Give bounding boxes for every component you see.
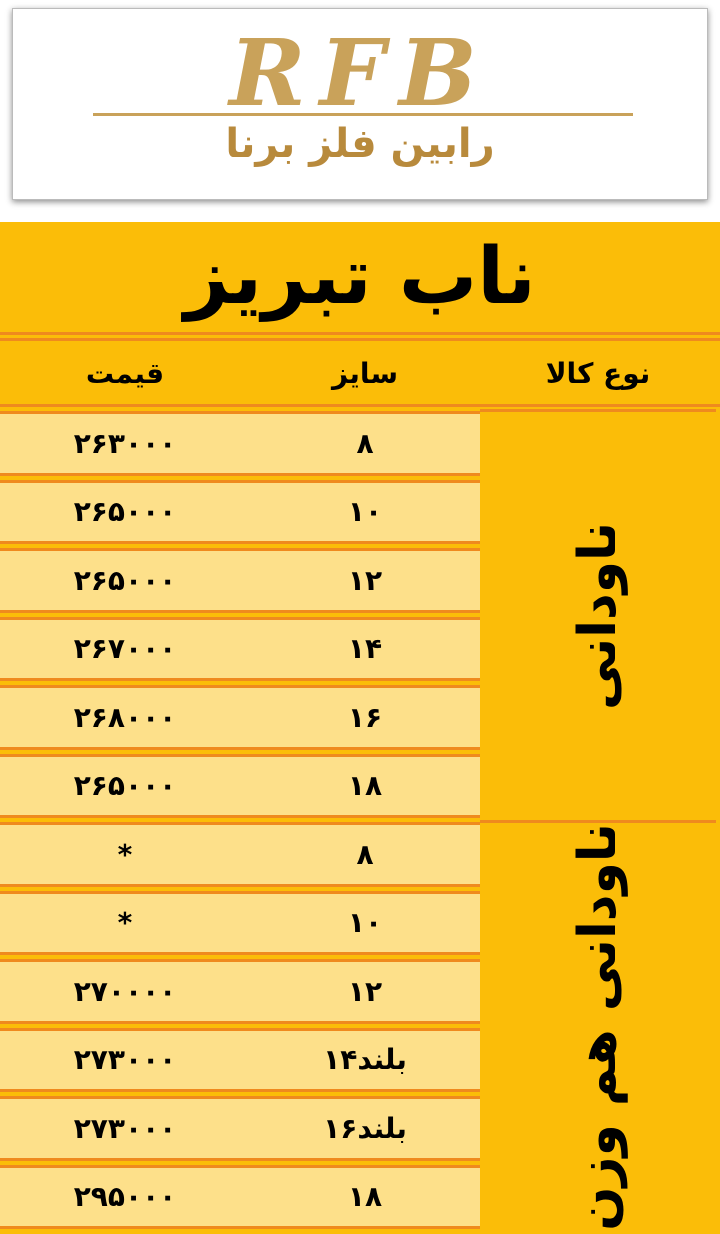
price-cell: ۲۷۰۰۰۰ <box>0 959 250 1024</box>
price-cell: ۲۶۵۰۰۰ <box>0 753 250 818</box>
logo-mark: RFB <box>229 19 491 127</box>
logo-rule <box>93 113 633 116</box>
divider <box>0 404 720 407</box>
group-name: ناودانی <box>568 521 628 711</box>
divider <box>0 338 720 341</box>
size-cell: ۱۸ <box>250 1164 480 1229</box>
price-cell: ۲۶۳۰۰۰ <box>0 411 250 476</box>
price-cell: ۲۷۳۰۰۰ <box>0 1027 250 1092</box>
size-cell: ۸ <box>250 411 480 476</box>
size-cell: ۱۰ <box>250 479 480 544</box>
size-cell: ۱۲ <box>250 959 480 1024</box>
group-name: ناودانی هم وزن <box>568 823 629 1231</box>
price-cell: * <box>0 822 250 887</box>
header: نوع کالا <box>545 356 651 390</box>
group-cell: ناودانی هم وزن <box>480 820 716 1231</box>
size-cell: ۱۲ <box>250 548 480 613</box>
price-cell: ۲۶۵۰۰۰ <box>0 548 250 613</box>
title: ناب تبریز <box>184 232 536 322</box>
size-cell: ۱۶بلند <box>250 1096 480 1161</box>
price-cell: ۲۶۸۰۰۰ <box>0 685 250 750</box>
divider <box>0 332 720 335</box>
size-cell: ۱۶ <box>250 685 480 750</box>
price-cell: ۲۹۵۰۰۰ <box>0 1164 250 1229</box>
header: قیمت <box>85 356 165 390</box>
size-cell: ۱۸ <box>250 753 480 818</box>
price-cell: ۲۶۵۰۰۰ <box>0 479 250 544</box>
size-cell: ۱۴بلند <box>250 1027 480 1092</box>
size-cell: ۸ <box>250 822 480 887</box>
logo-name: رابین فلز برنا <box>225 121 495 167</box>
price-cell: ۲۷۳۰۰۰ <box>0 1096 250 1161</box>
group-cell: ناودانی <box>480 409 716 820</box>
size-cell: ۱۴ <box>250 616 480 681</box>
logo: RFB رابین فلز برنا <box>12 8 708 200</box>
price-cell: * <box>0 890 250 955</box>
size-cell: ۱۰ <box>250 890 480 955</box>
header: سایز <box>332 356 398 390</box>
price-cell: ۲۶۷۰۰۰ <box>0 616 250 681</box>
